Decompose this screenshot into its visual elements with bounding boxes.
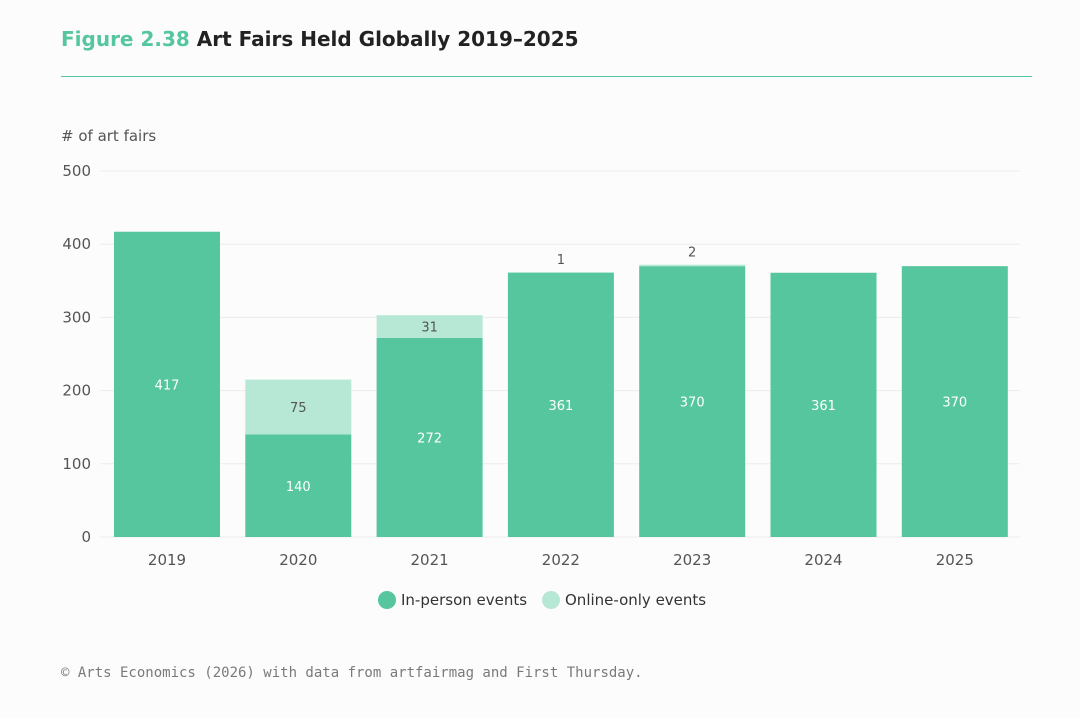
x-tick-label: 2023 — [673, 551, 711, 569]
data-label: 361 — [811, 399, 836, 414]
data-label: 272 — [417, 431, 442, 446]
x-tick-label: 2024 — [804, 551, 842, 569]
figure-number: Figure 2.38 — [61, 27, 190, 51]
bar-in-person — [507, 272, 614, 537]
bar-in-person — [639, 266, 746, 537]
x-tick-label: 2020 — [279, 551, 317, 569]
bar-in-person — [901, 266, 1008, 537]
bar-online-only — [376, 315, 483, 338]
bar-in-person — [376, 337, 483, 537]
data-label: 31 — [421, 321, 438, 336]
x-tick-label: 2022 — [542, 551, 580, 569]
legend-marker-online-only — [542, 591, 560, 609]
figure-title: Art Fairs Held Globally 2019–2025 — [196, 27, 579, 51]
data-label: 370 — [942, 396, 967, 411]
data-label: 1 — [557, 253, 565, 268]
data-label: 361 — [548, 399, 573, 414]
y-tick-label: 300 — [62, 308, 91, 326]
y-tick-label: 500 — [62, 162, 91, 180]
legend-label-in-person: In-person events — [401, 591, 527, 609]
bar-in-person — [770, 272, 877, 537]
bar-in-person — [245, 434, 352, 537]
y-tick-label: 100 — [62, 455, 91, 473]
chart-title: Figure 2.38 Art Fairs Held Globally 2019… — [61, 27, 579, 51]
data-label: 140 — [286, 480, 311, 495]
bar-online-only — [245, 379, 352, 435]
y-tick-label: 0 — [81, 528, 91, 546]
title-divider — [61, 76, 1032, 77]
y-tick-label: 400 — [62, 235, 91, 253]
x-tick-label: 2019 — [148, 551, 186, 569]
data-label: 2 — [688, 246, 696, 261]
x-tick-label: 2025 — [936, 551, 974, 569]
data-label: 75 — [290, 401, 307, 416]
legend-marker-in-person — [378, 591, 396, 609]
x-tick-label: 2021 — [411, 551, 449, 569]
data-label: 370 — [680, 396, 705, 411]
bar-in-person — [114, 231, 220, 538]
data-label: 417 — [155, 378, 180, 393]
legend-label-online-only: Online-only events — [565, 591, 706, 609]
bar-online-only — [507, 272, 614, 273]
source-note: © Arts Economics (2026) with data from a… — [61, 665, 643, 681]
bar-chart: # of art fairs 0 100 200 300 400 500 417 2019 140… — [61, 127, 1020, 609]
y-tick-label: 200 — [62, 382, 91, 400]
y-axis-label: # of art fairs — [61, 127, 156, 145]
bar-online-only — [639, 264, 746, 267]
